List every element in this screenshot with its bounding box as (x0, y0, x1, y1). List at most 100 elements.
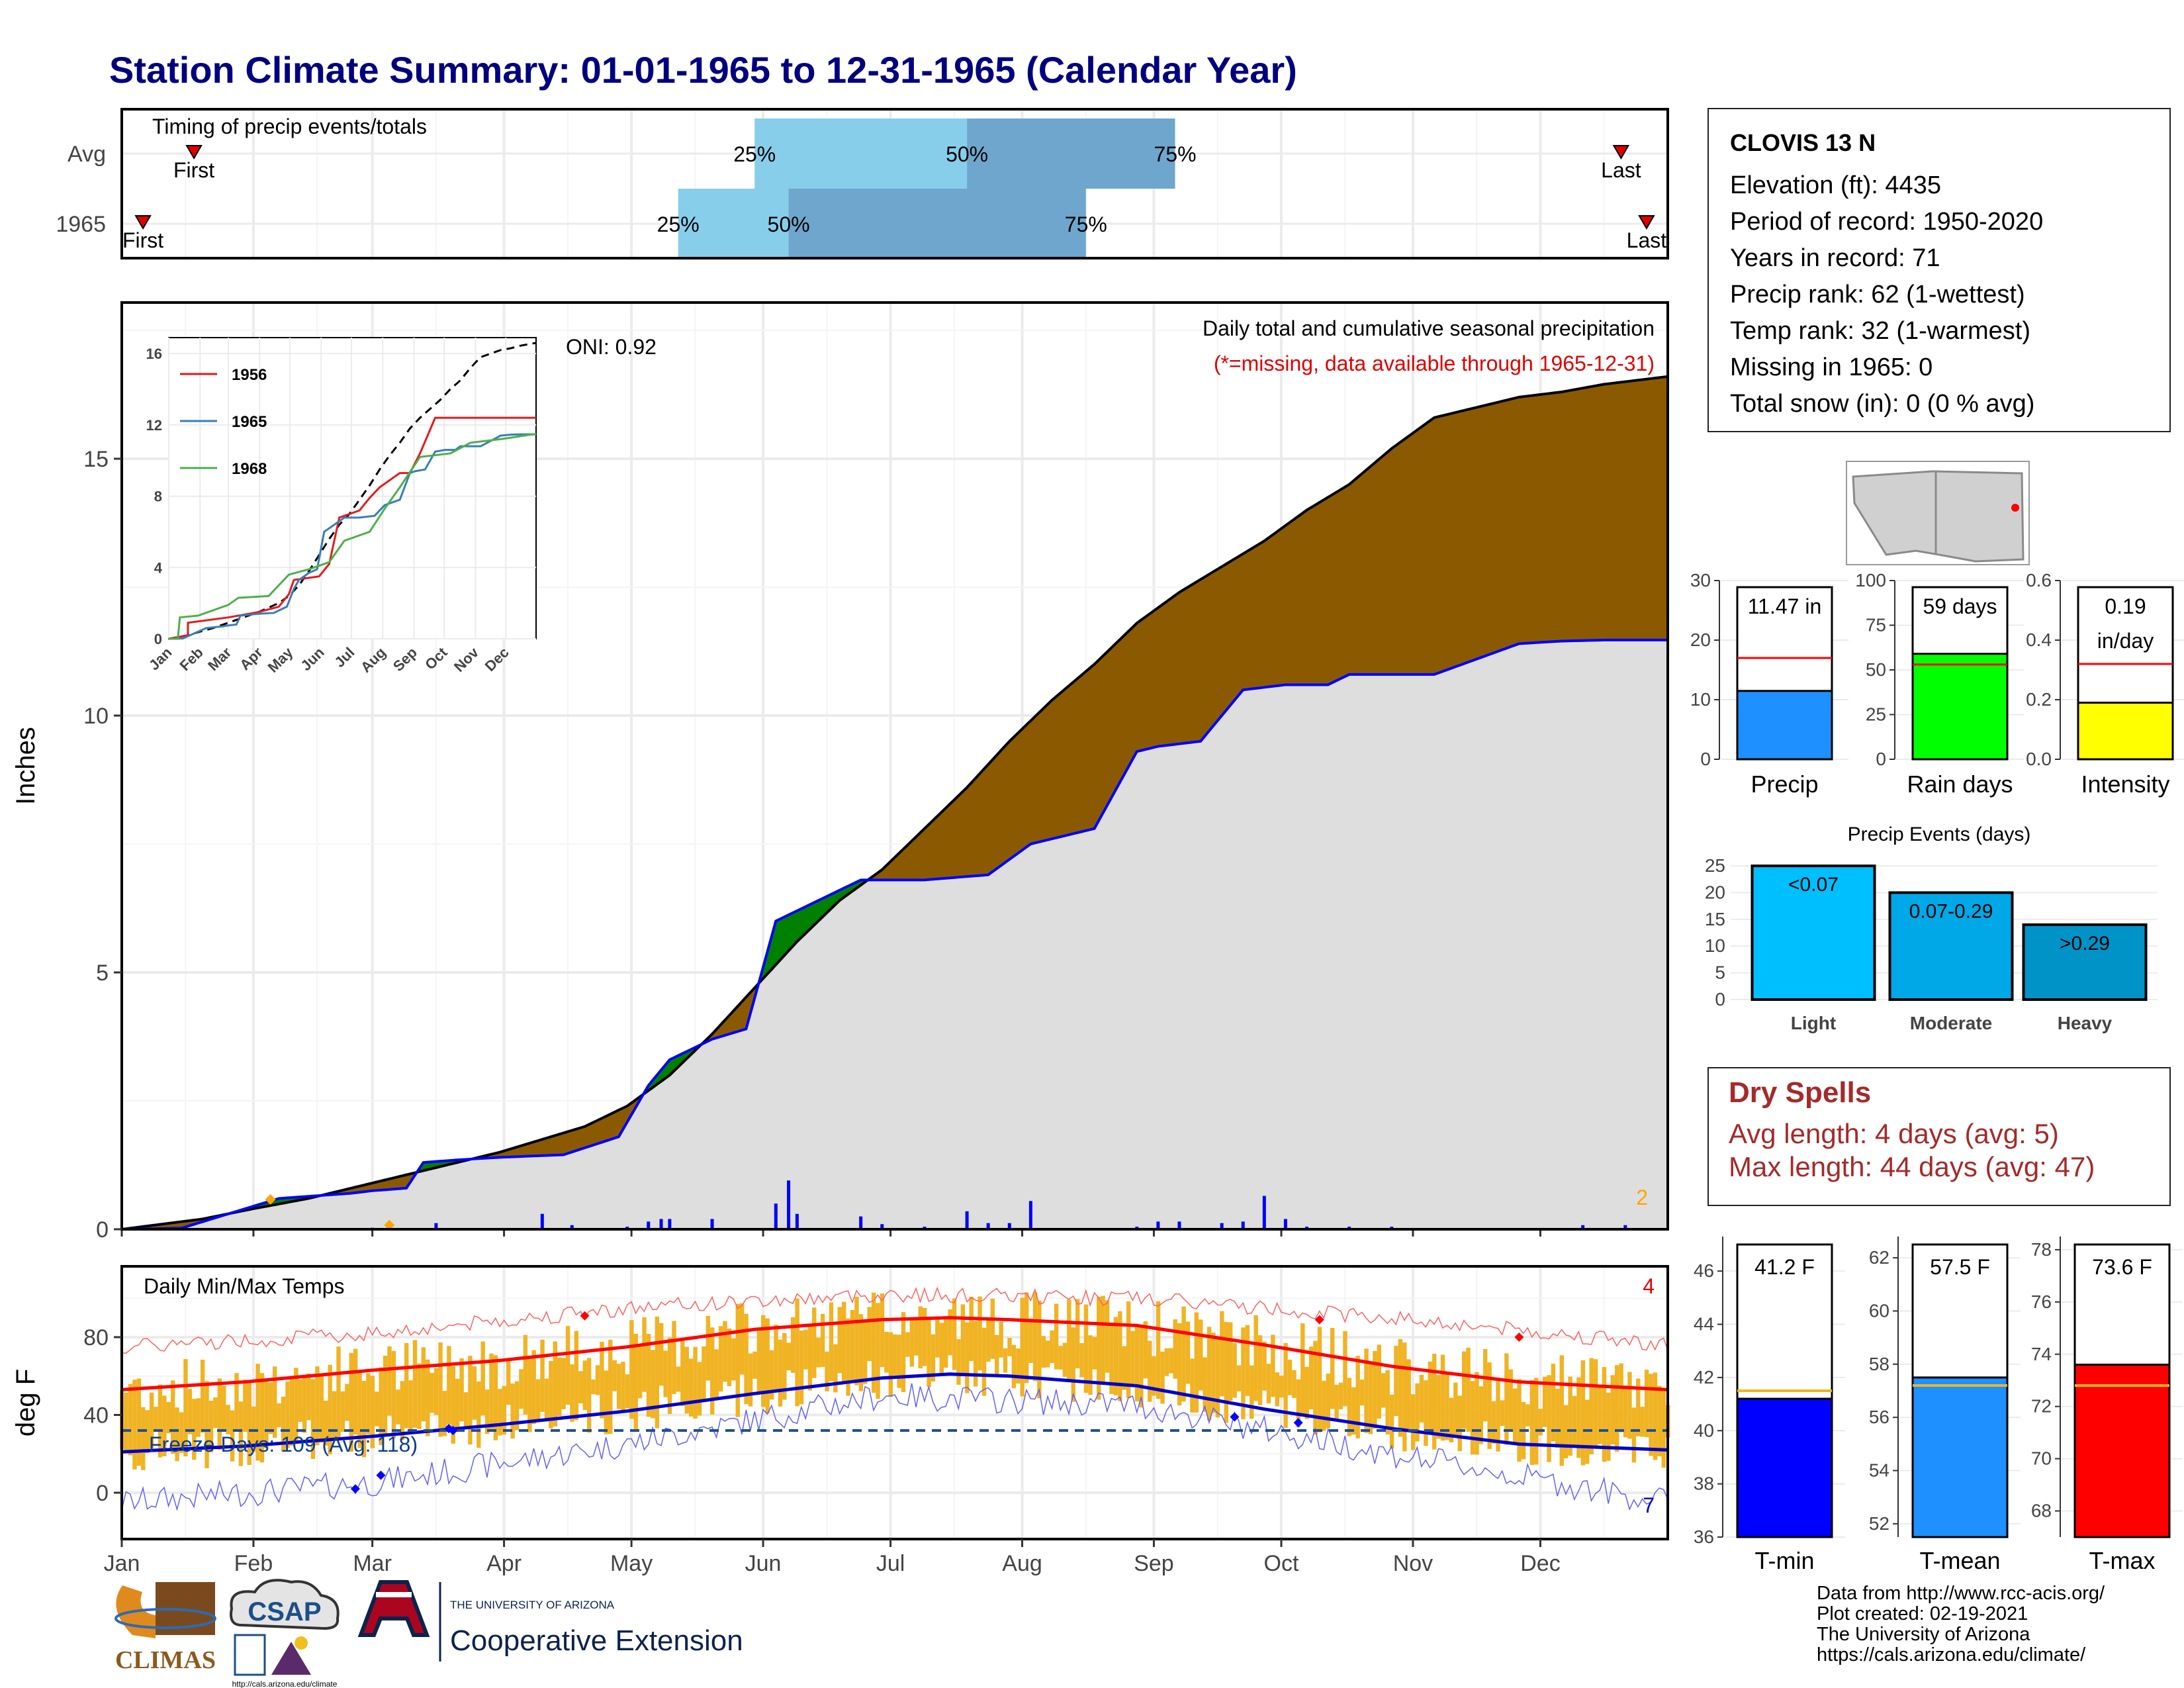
daily-temp-range-bar (527, 1359, 532, 1432)
month-label: Sep (1134, 1551, 1174, 1576)
daily-temp-range-bar (769, 1350, 774, 1400)
daily-temp-range-bar (447, 1346, 451, 1425)
daily-temp-range-bar (1322, 1380, 1326, 1431)
daily-temp-range-bar (1079, 1342, 1084, 1378)
daily-temp-range-bar (1512, 1388, 1518, 1442)
daily-temp-range-bar (1445, 1374, 1449, 1440)
pct-75-label: 75% (1065, 212, 1107, 236)
daily-temp-range-bar (1054, 1303, 1059, 1370)
daily-temp-range-bar (162, 1395, 167, 1456)
daily-precip-bar (1220, 1223, 1224, 1229)
daily-temp-range-bar (387, 1346, 392, 1416)
daily-temp-range-bar (574, 1331, 579, 1421)
daily-temp-range-bar (477, 1382, 481, 1448)
daily-temp-range-bar (319, 1374, 324, 1443)
daily-temp-range-bar (1644, 1370, 1649, 1438)
daily-temp-range-bar (217, 1378, 222, 1450)
temp-summary-t-min: 36 38 40 42 44 46 41.2 F T-min (1694, 1237, 1845, 1574)
temp-ytick-label: 80 (83, 1325, 109, 1350)
inset-ytick-label: 4 (154, 559, 163, 576)
record-low-marker (448, 1426, 458, 1435)
daily-temp-range-bar (1067, 1299, 1071, 1382)
daily-precip-bar (1623, 1225, 1627, 1229)
daily-temp-range-bar (1075, 1299, 1080, 1369)
daily-temp-range-bar (914, 1320, 919, 1356)
month-axis: Jan Feb Mar Apr May Jun Jul Aug Sep Oct Nov Dec (104, 1539, 1561, 1576)
daily-precip-bar (1007, 1223, 1011, 1229)
temp-summary-value: 41.2 F (1754, 1255, 1815, 1279)
daily-temp-range-bar (880, 1293, 885, 1368)
daily-temp-range-bar (1152, 1356, 1156, 1396)
last-marker-triangle (1638, 215, 1655, 230)
daily-temp-range-bar (1627, 1372, 1632, 1439)
precip-ylabel: Inches (11, 727, 40, 805)
daily-temp-range-bar (421, 1347, 426, 1422)
precip-areas (121, 375, 1668, 1231)
daily-temp-range-bar (901, 1312, 906, 1392)
daily-precip-bar (659, 1219, 663, 1229)
daily-temp-range-bar (1092, 1336, 1097, 1370)
daily-temp-range-bar (663, 1350, 668, 1397)
daily-temp-range-bar (1598, 1386, 1602, 1444)
daily-temp-range-bar (893, 1334, 897, 1376)
daily-temp-range-bar (328, 1364, 332, 1455)
daily-temp-range-bar (888, 1332, 893, 1397)
daily-temp-range-bar (349, 1352, 353, 1452)
month-label: May (610, 1551, 653, 1576)
daily-temp-range-bar (850, 1309, 855, 1380)
month-label: Dec (1520, 1551, 1560, 1576)
daily-temp-range-bar (1313, 1340, 1318, 1435)
daily-temp-range-bar (990, 1298, 995, 1359)
daily-temp-range-bar (366, 1373, 371, 1434)
daily-temp-range-bar (540, 1339, 545, 1412)
daily-temp-range-bar (1424, 1380, 1428, 1446)
daily-temp-range-bar (1215, 1338, 1220, 1418)
pct-75-label: 75% (1154, 142, 1197, 166)
daily-temp-range-bar (723, 1321, 727, 1382)
daily-temp-range-bar (1105, 1300, 1110, 1373)
events-bar-light (1751, 865, 1876, 1001)
daily-temp-range-bar (128, 1383, 133, 1456)
daily-temp-range-bar (238, 1401, 244, 1466)
daily-temp-range-bar (1364, 1348, 1369, 1433)
daily-temp-range-bar (264, 1381, 269, 1448)
daily-temp-range-bar (935, 1317, 940, 1358)
ua-logo: THE UNIVERSITY OF ARIZONA Cooperative Ex… (357, 1580, 743, 1662)
daily-temp-range-bar (1257, 1335, 1263, 1405)
record-low-marker (376, 1470, 386, 1480)
daily-temp-range-bar (370, 1376, 375, 1448)
q1-q2-bar (754, 118, 968, 189)
freeze-days-label: Freeze Days: 109 (Avg: 118) (149, 1432, 418, 1456)
summary-ytick-label: 25 (1866, 704, 1886, 725)
credit-plot-created: Plot created: 02-19-2021 (1817, 1603, 2028, 1624)
climas-logo: CLIMAS (114, 1582, 216, 1674)
summary-bar-value (2077, 702, 2174, 761)
daily-temp-range-bar (841, 1301, 846, 1383)
daily-precip-bar (434, 1223, 438, 1229)
daily-precip-bar (570, 1225, 574, 1229)
daily-temp-range-bar (714, 1349, 719, 1400)
daily-temp-range-bar (1113, 1317, 1118, 1395)
daily-temp-range-bar (629, 1320, 634, 1419)
station-temp-rank: Temp rank: 32 (1-warmest) (1730, 317, 2031, 345)
temp-ylabel: deg F (11, 1369, 40, 1436)
daily-temp-range-bar (183, 1359, 188, 1457)
daily-temp-range-bar (1377, 1344, 1382, 1419)
month-label: Jun (745, 1551, 782, 1576)
temp-summary-ytick-label: 78 (2031, 1239, 2052, 1260)
last-marker-label: Last (1627, 228, 1667, 252)
daily-precip-bar (1283, 1219, 1287, 1229)
precip-missing-note: (*=missing, data available through 1965-… (1214, 352, 1655, 375)
daily-temp-range-bar (1406, 1359, 1411, 1430)
events-bar-text: <0.07 (1788, 874, 1839, 896)
pct-25-label: 25% (657, 212, 700, 236)
daily-temp-range-bar (1432, 1353, 1437, 1450)
temp-summary-ytick-label: 40 (1694, 1420, 1714, 1440)
daily-temp-range-bar (451, 1366, 455, 1444)
daily-temp-range-bar (375, 1391, 379, 1427)
daily-temp-range-bar (863, 1321, 868, 1384)
daily-temp-range-bar (175, 1407, 179, 1462)
temp-summary-ytick-label: 36 (1694, 1526, 1714, 1547)
climas-text: CLIMAS (115, 1646, 216, 1674)
daily-temp-range-bar (1245, 1325, 1250, 1396)
